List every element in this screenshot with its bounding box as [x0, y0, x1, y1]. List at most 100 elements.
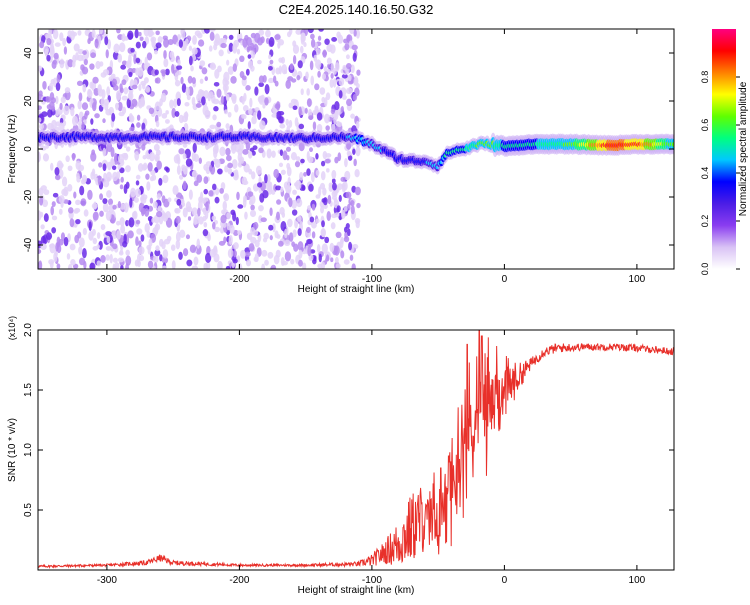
noise-speck [56, 263, 61, 269]
noise-speck [214, 187, 220, 196]
noise-speck [144, 56, 148, 66]
noise-speck [116, 29, 121, 34]
noise-speck [208, 164, 213, 172]
noise-speck [53, 52, 59, 60]
noise-speck [243, 92, 247, 102]
noise-speck [337, 183, 343, 191]
noise-speck [137, 67, 144, 77]
noise-speck [158, 215, 164, 225]
noise-speck [340, 176, 346, 182]
noise-speck [176, 198, 182, 206]
x-tick-label: -100 [362, 274, 382, 285]
noise-speck [159, 254, 163, 262]
noise-speck [345, 54, 350, 60]
noise-speck [187, 75, 193, 84]
noise-speck [94, 113, 100, 119]
noise-speck [147, 162, 153, 172]
noise-speck [180, 76, 184, 85]
noise-speck [229, 224, 235, 234]
noise-speck [131, 84, 138, 90]
noise-speck [319, 87, 326, 95]
noise-speck [325, 153, 332, 158]
noise-speck [203, 176, 209, 184]
noise-speck [307, 245, 312, 257]
noise-speck [352, 148, 356, 156]
noise-speck [203, 29, 211, 34]
noise-speck [280, 256, 285, 267]
noise-speck [334, 256, 339, 264]
noise-speck [135, 236, 139, 247]
noise-speck [271, 150, 276, 158]
noise-speck [48, 243, 55, 249]
noise-speck [175, 215, 181, 224]
noise-speck [105, 210, 112, 221]
noise-speck [47, 109, 53, 118]
noise-speck [306, 98, 312, 108]
noise-speck [242, 104, 249, 112]
noise-speck [259, 120, 266, 130]
noise-speck [120, 64, 127, 70]
noise-speck [40, 224, 45, 230]
noise-speck [318, 253, 322, 263]
noise-speck [309, 147, 314, 153]
noise-speck [217, 260, 223, 269]
noise-speck [278, 65, 282, 75]
noise-speck [220, 42, 227, 49]
noise-speck [284, 239, 291, 247]
x-tick-label: 100 [629, 575, 646, 586]
noise-speck [239, 156, 245, 164]
noise-speck [254, 32, 261, 43]
noise-speck [70, 106, 75, 117]
noise-speck [233, 172, 239, 181]
noise-speck [175, 153, 180, 162]
noise-speck [183, 165, 188, 175]
noise-speck [106, 190, 112, 198]
noise-speck [125, 165, 131, 173]
noise-speck [231, 143, 237, 154]
noise-speck [247, 150, 253, 159]
noise-speck [188, 55, 193, 66]
noise-speck [305, 71, 309, 80]
snr-series-line [38, 330, 674, 569]
noise-speck [154, 69, 159, 76]
noise-speck [116, 171, 121, 179]
x-tick-label: -100 [362, 575, 382, 586]
noise-speck [167, 39, 174, 46]
noise-speck [120, 224, 126, 234]
snr-y-label: SNR (10 * v/v) [7, 418, 18, 482]
noise-speck [324, 38, 330, 45]
noise-speck [81, 102, 89, 111]
noise-speck [277, 240, 284, 247]
noise-speck [90, 152, 97, 162]
noise-speck [198, 216, 204, 225]
noise-speck [228, 42, 234, 53]
noise-speck [307, 29, 314, 34]
noise-speck [195, 103, 202, 108]
noise-speck [224, 165, 229, 173]
noise-speck [163, 238, 171, 245]
noise-speck [244, 211, 248, 220]
noise-speck [292, 54, 297, 65]
noise-speck [55, 109, 60, 117]
noise-speck [356, 202, 361, 209]
noise-speck [254, 86, 259, 96]
noise-speck [112, 257, 118, 263]
noise-speck [185, 158, 193, 167]
noise-speck [188, 45, 193, 51]
noise-speck [292, 44, 300, 54]
noise-speck [58, 122, 65, 132]
noise-speck [153, 50, 158, 55]
noise-speck [213, 106, 219, 112]
noise-speck [212, 98, 220, 105]
noise-speck [191, 47, 198, 55]
noise-speck [354, 186, 361, 196]
noise-speck [192, 170, 197, 177]
noise-speck [187, 216, 192, 221]
noise-speck [63, 236, 69, 247]
noise-speck [288, 197, 293, 208]
noise-speck [279, 123, 286, 129]
noise-speck [73, 209, 79, 214]
noise-speck [223, 193, 230, 202]
noise-speck [163, 37, 170, 48]
noise-speck [51, 201, 56, 207]
